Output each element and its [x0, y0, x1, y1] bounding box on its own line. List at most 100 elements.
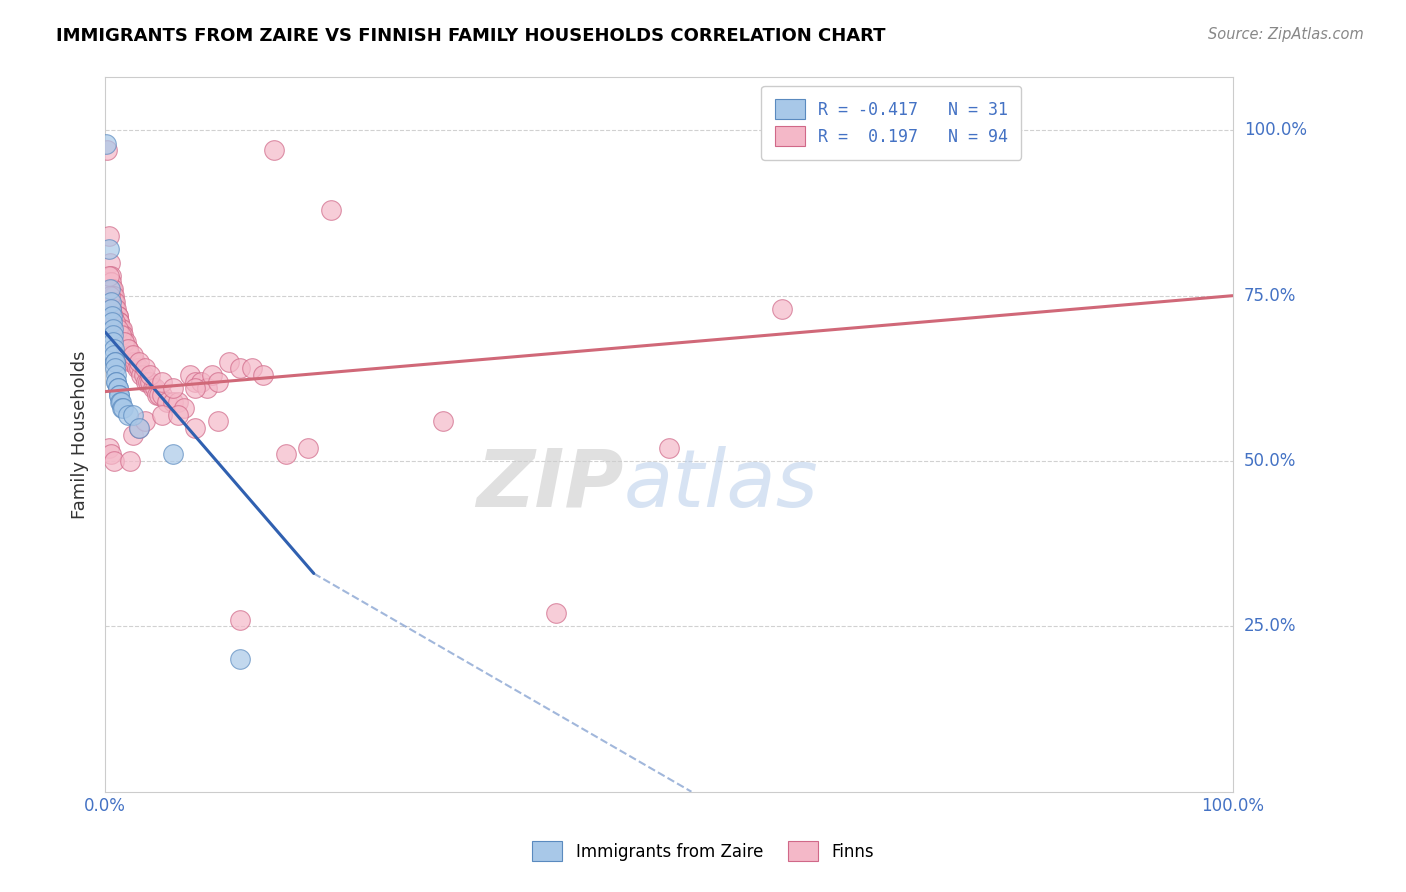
Legend: Immigrants from Zaire, Finns: Immigrants from Zaire, Finns — [519, 828, 887, 875]
Finns — [770, 301, 793, 316]
Finns — [124, 355, 146, 369]
Finns — [111, 328, 134, 343]
Finns — [96, 143, 118, 157]
Finns — [114, 334, 136, 349]
Finns — [252, 368, 274, 382]
Finns — [103, 288, 125, 302]
Immigrants from Zaire — [107, 381, 129, 395]
Text: 50.0%: 50.0% — [1244, 452, 1296, 470]
Finns — [107, 315, 129, 329]
Finns — [218, 355, 240, 369]
Finns — [128, 355, 150, 369]
Finns — [101, 309, 124, 323]
Finns — [162, 394, 184, 409]
Finns — [167, 394, 190, 409]
Immigrants from Zaire — [112, 401, 135, 416]
Finns — [184, 375, 207, 389]
Immigrants from Zaire — [96, 136, 118, 151]
Immigrants from Zaire — [104, 355, 127, 369]
Finns — [546, 606, 568, 620]
Finns — [432, 414, 454, 428]
Finns — [263, 143, 285, 157]
Finns — [98, 255, 121, 269]
Text: 75.0%: 75.0% — [1244, 286, 1296, 305]
Finns — [104, 295, 127, 310]
Finns — [240, 361, 263, 376]
Finns — [103, 295, 125, 310]
Finns — [134, 361, 156, 376]
Finns — [195, 381, 218, 395]
Finns — [136, 375, 159, 389]
Immigrants from Zaire — [98, 282, 121, 296]
Immigrants from Zaire — [128, 421, 150, 435]
Finns — [146, 388, 169, 402]
Finns — [117, 342, 139, 356]
Finns — [107, 309, 129, 323]
Finns — [201, 368, 224, 382]
Finns — [229, 361, 252, 376]
Finns — [173, 401, 195, 416]
Finns — [104, 315, 127, 329]
Finns — [110, 328, 132, 343]
Immigrants from Zaire — [229, 652, 252, 666]
Finns — [129, 368, 152, 382]
Finns — [100, 447, 122, 461]
Immigrants from Zaire — [101, 334, 124, 349]
Finns — [125, 361, 148, 376]
Finns — [297, 441, 319, 455]
Finns — [122, 427, 145, 442]
Immigrants from Zaire — [100, 295, 122, 310]
Finns — [100, 301, 122, 316]
Immigrants from Zaire — [107, 388, 129, 402]
Text: atlas: atlas — [624, 446, 818, 524]
Finns — [120, 355, 142, 369]
Finns — [97, 441, 120, 455]
Finns — [179, 368, 201, 382]
Finns — [122, 348, 145, 362]
Finns — [274, 447, 297, 461]
Finns — [98, 288, 121, 302]
Finns — [207, 414, 229, 428]
Finns — [101, 288, 124, 302]
Finns — [162, 381, 184, 395]
Immigrants from Zaire — [122, 408, 145, 422]
Text: ZIP: ZIP — [477, 446, 624, 524]
Finns — [150, 408, 173, 422]
Immigrants from Zaire — [101, 309, 124, 323]
Legend: R = -0.417   N = 31, R =  0.197   N = 94: R = -0.417 N = 31, R = 0.197 N = 94 — [761, 86, 1021, 160]
Finns — [110, 322, 132, 336]
Finns — [97, 229, 120, 244]
Finns — [111, 322, 134, 336]
Finns — [184, 381, 207, 395]
Finns — [658, 441, 681, 455]
Finns — [112, 334, 135, 349]
Immigrants from Zaire — [117, 408, 139, 422]
Finns — [150, 388, 173, 402]
Finns — [143, 381, 166, 395]
Finns — [103, 454, 125, 468]
Y-axis label: Family Households: Family Households — [72, 351, 89, 519]
Finns — [184, 421, 207, 435]
Finns — [108, 322, 131, 336]
Immigrants from Zaire — [97, 243, 120, 257]
Finns — [100, 268, 122, 283]
Finns — [112, 328, 135, 343]
Immigrants from Zaire — [111, 401, 134, 416]
Finns — [139, 375, 162, 389]
Immigrants from Zaire — [101, 315, 124, 329]
Finns — [128, 421, 150, 435]
Finns — [118, 348, 141, 362]
Finns — [117, 342, 139, 356]
Text: IMMIGRANTS FROM ZAIRE VS FINNISH FAMILY HOUSEHOLDS CORRELATION CHART: IMMIGRANTS FROM ZAIRE VS FINNISH FAMILY … — [56, 27, 886, 45]
Finns — [118, 348, 141, 362]
Finns — [142, 381, 165, 395]
Finns — [107, 315, 129, 329]
Immigrants from Zaire — [100, 301, 122, 316]
Finns — [190, 375, 212, 389]
Immigrants from Zaire — [110, 394, 132, 409]
Immigrants from Zaire — [105, 368, 128, 382]
Finns — [132, 368, 155, 382]
Immigrants from Zaire — [104, 355, 127, 369]
Finns — [128, 361, 150, 376]
Finns — [150, 375, 173, 389]
